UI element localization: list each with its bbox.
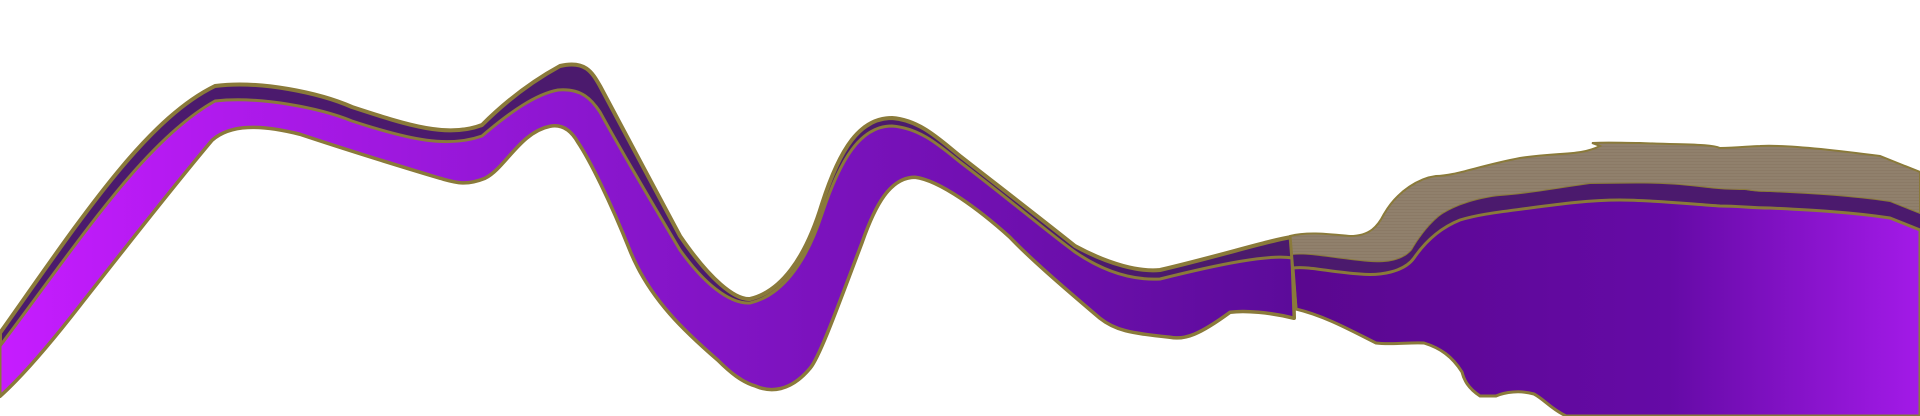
ribbon-body [0, 88, 1296, 398]
blob-body [1291, 198, 1920, 416]
blob-seam [1288, 235, 1298, 310]
purple-blob [1288, 141, 1920, 416]
purple-ribbon [0, 62, 1296, 398]
blob-shadow-strip [1292, 183, 1920, 275]
